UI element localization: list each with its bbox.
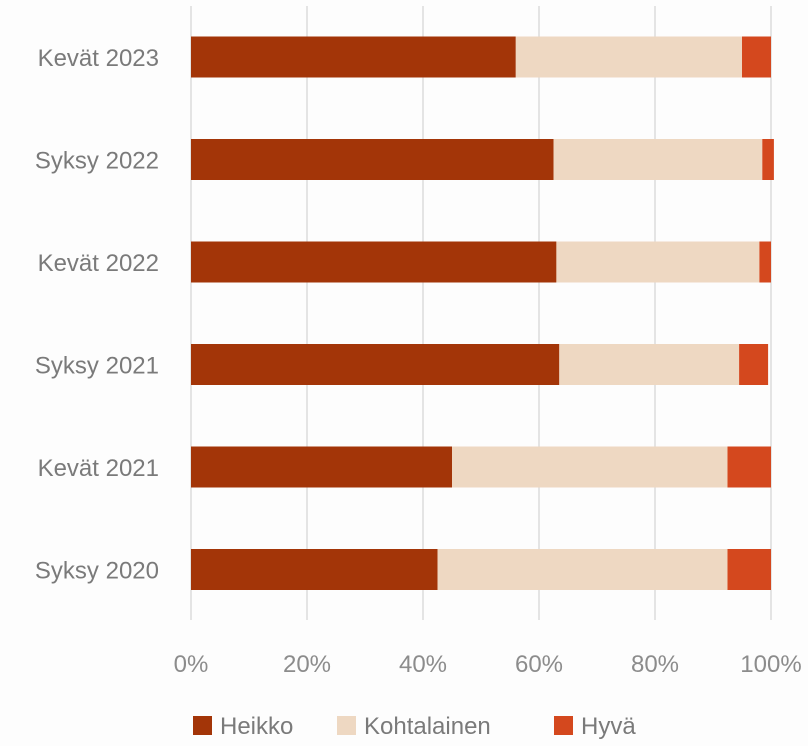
legend-label: Hyvä xyxy=(581,713,636,740)
bar-segment xyxy=(437,549,728,590)
y-category-label: Syksy 2022 xyxy=(35,148,159,175)
bar-segment xyxy=(191,549,438,590)
gridlines xyxy=(190,6,772,620)
legend-item: Kohtalainen xyxy=(337,713,491,740)
bar-segment xyxy=(727,549,771,590)
bar-segment xyxy=(191,344,560,385)
legend-item: Hyvä xyxy=(554,713,636,740)
x-tick-label: 100% xyxy=(740,651,801,678)
bar-segment xyxy=(191,139,554,180)
y-category-label: Kevät 2022 xyxy=(38,250,159,277)
legend-swatch xyxy=(554,716,573,735)
bar-segment xyxy=(762,139,774,180)
y-category-label: Kevät 2023 xyxy=(38,45,159,72)
y-category-label: Syksy 2021 xyxy=(35,353,159,380)
x-tick-label: 20% xyxy=(283,651,331,678)
legend-swatch xyxy=(337,716,356,735)
x-tick-label: 60% xyxy=(515,651,563,678)
bar-segment xyxy=(759,241,771,283)
legend-swatch xyxy=(193,716,212,735)
legend-item: Heikko xyxy=(193,713,293,740)
bar-segment xyxy=(515,36,742,78)
bar-segment xyxy=(727,446,771,488)
x-tick-label: 0% xyxy=(174,651,209,678)
bars xyxy=(191,36,774,590)
bar-segment xyxy=(559,344,740,385)
legend: Heikko Kohtalainen Hyvä xyxy=(193,713,636,740)
bar-segment xyxy=(191,241,557,283)
bar-segment xyxy=(553,139,763,180)
x-axis-labels: 0% 20% 40% 60% 80% 100% xyxy=(174,651,802,678)
x-tick-label: 40% xyxy=(399,651,447,678)
bar-segment xyxy=(742,36,771,78)
y-category-label: Kevät 2021 xyxy=(38,455,159,482)
bar-segment xyxy=(452,446,728,488)
bar-segment xyxy=(556,241,760,283)
x-tick-label: 80% xyxy=(631,651,679,678)
bar-segment xyxy=(191,446,452,488)
y-axis-labels: Kevät 2023 Syksy 2022 Kevät 2022 Syksy 2021… xyxy=(35,45,159,585)
bar-segment xyxy=(191,36,516,78)
y-category-label: Syksy 2020 xyxy=(35,558,159,585)
legend-label: Kohtalainen xyxy=(364,713,491,740)
bar-segment xyxy=(739,344,769,385)
legend-label: Heikko xyxy=(220,713,293,740)
